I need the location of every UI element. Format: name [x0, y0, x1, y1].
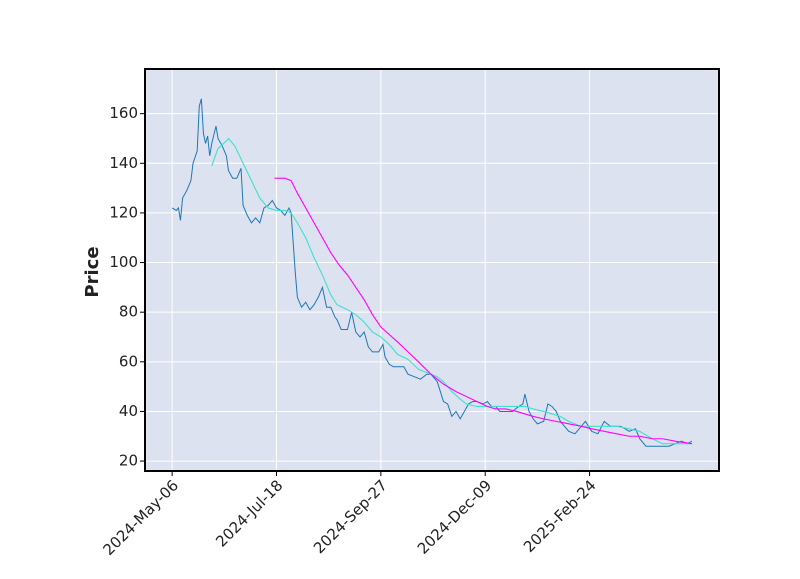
price-line — [274, 177, 692, 445]
x-tick-label: 2024-Sep-27 — [310, 476, 391, 557]
y-tick-label: 160 — [109, 104, 138, 122]
lines — [171, 98, 693, 447]
plot-border — [144, 68, 720, 472]
y-tick-label: 20 — [119, 452, 138, 470]
y-tick-label: 140 — [109, 154, 138, 172]
price-line — [171, 98, 693, 447]
x-tick-label: 2024-Dec-09 — [414, 476, 495, 557]
y-tick-label: 120 — [109, 203, 138, 221]
plot-area — [145, 69, 719, 471]
grid — [145, 69, 719, 471]
y-tick-label: 40 — [119, 402, 138, 420]
y-tick-label: 60 — [119, 352, 138, 370]
y-axis-label: Price — [82, 246, 103, 297]
x-tick-label: 2025-Feb-24 — [520, 476, 600, 556]
y-tick-label: 100 — [109, 253, 138, 271]
y-tick-label: 80 — [119, 303, 138, 321]
x-tick-label: 2024-Jul-18 — [212, 476, 286, 550]
x-tick-label: 2024-May-06 — [100, 476, 183, 559]
